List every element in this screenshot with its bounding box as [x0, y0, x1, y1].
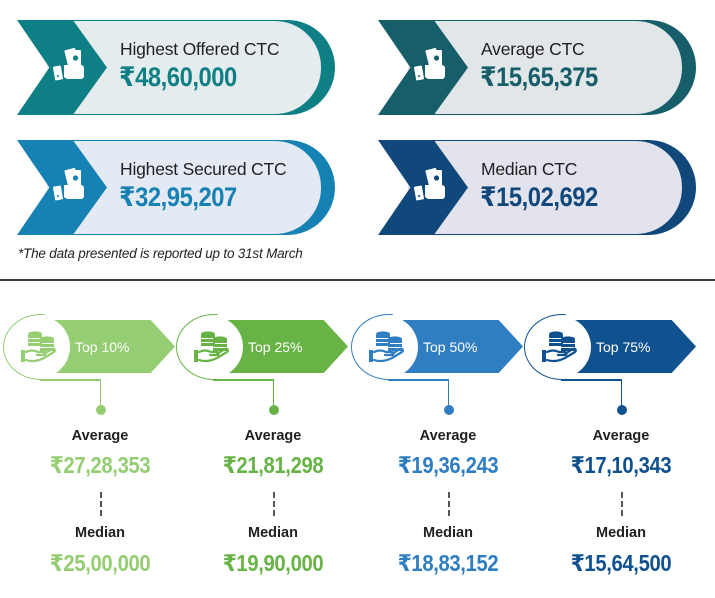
dashed-separator	[272, 492, 275, 516]
money-hand-icon	[412, 48, 448, 84]
icon-circle	[529, 316, 591, 378]
median-value: ₹15,64,500	[570, 550, 672, 576]
dashed-separator	[447, 492, 450, 516]
percentile-label: Top 75%	[596, 339, 651, 355]
percentile-label: Top 25%	[248, 339, 303, 355]
median-value: ₹19,90,000	[222, 550, 324, 576]
card-value: ₹15,02,692	[480, 182, 598, 212]
percentile-label: Top 50%	[423, 339, 478, 355]
average-value: ₹27,28,353	[49, 452, 151, 478]
average-label: Average	[592, 428, 650, 444]
average-label: Average	[71, 428, 129, 444]
average-value: ₹19,36,243	[397, 452, 499, 478]
connector-line	[620, 379, 623, 406]
money-hand-icon	[412, 168, 448, 204]
median-label: Median	[423, 525, 473, 541]
connector-dot	[443, 405, 454, 415]
percentile-top-75: Top 75% Average ₹17,10,343 Median ₹15,64…	[521, 312, 696, 592]
median-label: Median	[248, 525, 298, 541]
connector-line	[447, 379, 450, 406]
connector-line	[272, 379, 275, 406]
icon-circle	[181, 316, 243, 378]
card-value: ₹32,95,207	[119, 182, 237, 212]
card-value: ₹15,65,375	[480, 62, 598, 92]
connector-dot	[268, 405, 279, 415]
coins-hand-icon	[368, 329, 408, 365]
average-label: Average	[419, 428, 477, 444]
coins-hand-icon	[193, 329, 233, 365]
icon-circle	[8, 316, 70, 378]
percentile-top-25: Top 25% Average ₹21,81,298 Median ₹19,90…	[173, 312, 348, 592]
average-value: ₹17,10,343	[570, 452, 672, 478]
card-label: Median CTC	[481, 159, 578, 179]
median-value: ₹18,83,152	[397, 550, 499, 576]
median-value: ₹25,00,000	[49, 550, 151, 576]
dashed-separator	[620, 492, 623, 516]
icon-circle	[356, 316, 418, 378]
average-value: ₹21,81,298	[222, 452, 324, 478]
median-label: Median	[596, 525, 646, 541]
ctc-card-median: Median CTC ₹15,02,692	[378, 140, 696, 235]
coins-hand-icon	[20, 329, 60, 365]
money-hand-icon	[51, 168, 87, 204]
connector-line	[388, 379, 449, 381]
connector-dot	[616, 405, 627, 415]
money-hand-icon	[51, 48, 87, 84]
coins-hand-icon	[541, 329, 581, 365]
card-label: Highest Secured CTC	[120, 159, 287, 179]
connector-line	[40, 379, 101, 381]
section-divider	[0, 279, 715, 281]
median-label: Median	[75, 525, 125, 541]
ctc-card-highest-offered: Highest Offered CTC ₹48,60,000	[17, 20, 335, 115]
footnote: *The data presented is reported up to 31…	[18, 246, 303, 261]
percentile-label: Top 10%	[75, 339, 130, 355]
connector-line	[561, 379, 622, 381]
percentile-top-10: Top 10% Average ₹27,28,353 Median ₹25,00…	[0, 312, 175, 592]
card-label: Average CTC	[481, 39, 585, 59]
card-label: Highest Offered CTC	[120, 39, 280, 59]
ctc-card-average: Average CTC ₹15,65,375	[378, 20, 696, 115]
connector-line	[99, 379, 102, 406]
connector-line	[213, 379, 274, 381]
average-label: Average	[244, 428, 302, 444]
connector-dot	[95, 405, 106, 415]
card-value: ₹48,60,000	[119, 62, 237, 92]
percentile-top-50: Top 50% Average ₹19,36,243 Median ₹18,83…	[348, 312, 523, 592]
dashed-separator	[99, 492, 102, 516]
ctc-card-highest-secured: Highest Secured CTC ₹32,95,207	[17, 140, 335, 235]
